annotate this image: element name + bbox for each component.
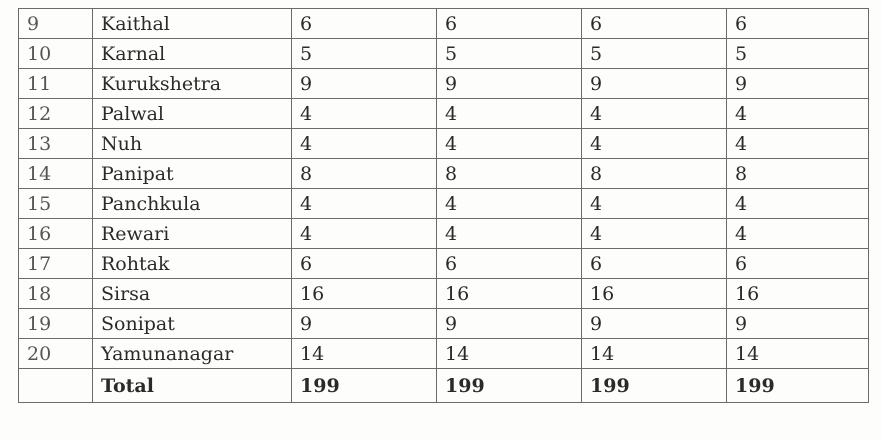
table-row: 9 Kaithal 6 6 6 6: [18, 8, 869, 39]
total-c4: 199: [726, 368, 869, 403]
value-col-1: 9: [291, 308, 437, 339]
table-row: 19 Sonipat 9 9 9 9: [18, 308, 869, 339]
value-col-2: 14: [436, 338, 582, 369]
table-body: 9 Kaithal 6 6 6 6 10 Karnal 5 5 5 5 11 Kurukshetra 9 9 9…: [18, 8, 869, 369]
value-col-1: 4: [291, 188, 437, 219]
value-col-3: 9: [581, 68, 727, 99]
value-col-4: 4: [726, 218, 869, 249]
value-col-2: 4: [436, 98, 582, 129]
value-col-3: 16: [581, 278, 727, 309]
value-col-3: 5: [581, 38, 727, 69]
value-col-4: 4: [726, 188, 869, 219]
value-col-4: 8: [726, 158, 869, 189]
serial-number: 20: [18, 338, 93, 369]
district-name: Palwal: [92, 98, 292, 129]
district-name: Yamunanagar: [92, 338, 292, 369]
value-col-4: 9: [726, 308, 869, 339]
district-name: Rewari: [92, 218, 292, 249]
district-name: Karnal: [92, 38, 292, 69]
value-col-4: 14: [726, 338, 869, 369]
district-name: Sonipat: [92, 308, 292, 339]
district-name: Rohtak: [92, 248, 292, 279]
table-row: 14 Panipat 8 8 8 8: [18, 158, 869, 189]
value-col-1: 4: [291, 128, 437, 159]
district-name: Kaithal: [92, 8, 292, 39]
value-col-2: 4: [436, 128, 582, 159]
value-col-1: 6: [291, 248, 437, 279]
total-row: Total 199 199 199 199: [18, 368, 869, 403]
table-row: 16 Rewari 4 4 4 4: [18, 218, 869, 249]
serial-number: 12: [18, 98, 93, 129]
value-col-1: 4: [291, 218, 437, 249]
table-row: 20 Yamunanagar 14 14 14 14: [18, 338, 869, 369]
value-col-3: 8: [581, 158, 727, 189]
value-col-3: 4: [581, 98, 727, 129]
district-name: Nuh: [92, 128, 292, 159]
district-name: Panchkula: [92, 188, 292, 219]
table-row: 10 Karnal 5 5 5 5: [18, 38, 869, 69]
value-col-3: 4: [581, 218, 727, 249]
serial-number: 19: [18, 308, 93, 339]
value-col-3: 6: [581, 8, 727, 39]
serial-number: 16: [18, 218, 93, 249]
value-col-1: 8: [291, 158, 437, 189]
value-col-3: 14: [581, 338, 727, 369]
value-col-1: 16: [291, 278, 437, 309]
value-col-1: 5: [291, 38, 437, 69]
table-row: 12 Palwal 4 4 4 4: [18, 98, 869, 129]
table-row: 15 Panchkula 4 4 4 4: [18, 188, 869, 219]
value-col-3: 4: [581, 188, 727, 219]
value-col-2: 6: [436, 248, 582, 279]
value-col-4: 16: [726, 278, 869, 309]
total-c3: 199: [581, 368, 727, 403]
serial-number: 14: [18, 158, 93, 189]
value-col-3: 4: [581, 128, 727, 159]
value-col-2: 5: [436, 38, 582, 69]
value-col-2: 16: [436, 278, 582, 309]
value-col-1: 6: [291, 8, 437, 39]
value-col-2: 4: [436, 188, 582, 219]
table-row: 11 Kurukshetra 9 9 9 9: [18, 68, 869, 99]
serial-number: 17: [18, 248, 93, 279]
value-col-2: 4: [436, 218, 582, 249]
table-row: 18 Sirsa 16 16 16 16: [18, 278, 869, 309]
serial-number: 13: [18, 128, 93, 159]
serial-number: 9: [18, 8, 93, 39]
value-col-4: 9: [726, 68, 869, 99]
value-col-4: 6: [726, 248, 869, 279]
table-row: 13 Nuh 4 4 4 4: [18, 128, 869, 159]
district-name: Panipat: [92, 158, 292, 189]
value-col-3: 6: [581, 248, 727, 279]
district-name: Kurukshetra: [92, 68, 292, 99]
total-c1: 199: [291, 368, 437, 403]
value-col-4: 6: [726, 8, 869, 39]
district-name: Sirsa: [92, 278, 292, 309]
serial-number: 10: [18, 38, 93, 69]
value-col-2: 8: [436, 158, 582, 189]
value-col-4: 5: [726, 38, 869, 69]
value-col-2: 9: [436, 68, 582, 99]
total-c2: 199: [436, 368, 582, 403]
serial-number: 18: [18, 278, 93, 309]
district-table: 9 Kaithal 6 6 6 6 10 Karnal 5 5 5 5 11 Kurukshetra 9 9 9…: [18, 8, 869, 403]
total-label: Total: [92, 368, 292, 403]
total-sn-cell: [18, 368, 93, 403]
value-col-4: 4: [726, 98, 869, 129]
value-col-3: 9: [581, 308, 727, 339]
value-col-1: 9: [291, 68, 437, 99]
serial-number: 15: [18, 188, 93, 219]
serial-number: 11: [18, 68, 93, 99]
value-col-2: 9: [436, 308, 582, 339]
value-col-2: 6: [436, 8, 582, 39]
value-col-4: 4: [726, 128, 869, 159]
value-col-1: 4: [291, 98, 437, 129]
table-row: 17 Rohtak 6 6 6 6: [18, 248, 869, 279]
value-col-1: 14: [291, 338, 437, 369]
